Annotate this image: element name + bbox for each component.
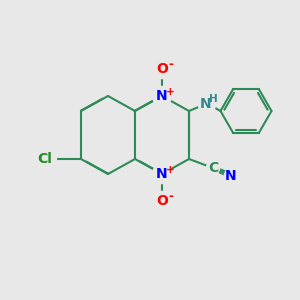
Circle shape [206,161,220,175]
Text: -: - [168,190,173,203]
Circle shape [34,148,56,170]
Circle shape [152,86,172,106]
Text: O: O [156,194,168,208]
Text: N: N [200,97,211,110]
Circle shape [198,94,216,112]
Text: N: N [156,167,168,181]
Text: +: + [166,87,175,98]
Text: N: N [225,169,237,182]
Circle shape [152,164,172,184]
Text: Cl: Cl [38,152,52,166]
Text: +: + [166,165,175,176]
Circle shape [152,59,172,79]
Text: N: N [156,89,168,103]
Text: -: - [168,58,173,71]
Circle shape [152,191,172,211]
Text: O: O [156,62,168,76]
Text: H: H [209,94,218,104]
Text: C: C [208,161,218,175]
Circle shape [224,169,238,182]
